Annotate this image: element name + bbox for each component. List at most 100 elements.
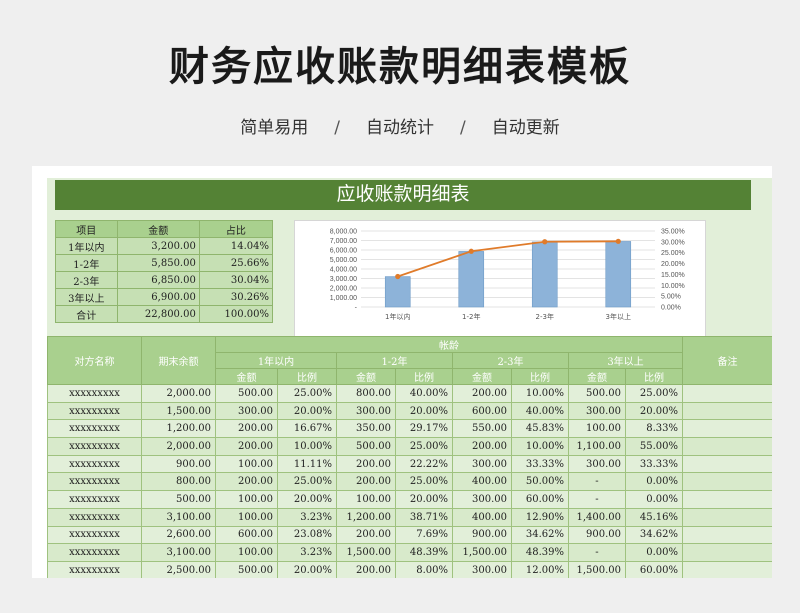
amount-2-cell[interactable]: 1,500.00 <box>336 543 396 562</box>
amount-4-cell[interactable]: 300.00 <box>568 401 626 421</box>
amount-3-cell[interactable]: 200.00 <box>452 384 512 403</box>
amount-1-cell[interactable]: 100.00 <box>215 490 278 509</box>
summary-ratio-cell[interactable]: 25.66% <box>198 254 274 272</box>
ratio-1-cell[interactable]: 23.08% <box>277 525 337 545</box>
summary-amount-cell[interactable]: 22,800.00 <box>116 305 200 323</box>
party-cell[interactable]: xxxxxxxxx <box>47 543 142 562</box>
party-cell[interactable]: xxxxxxxxx <box>47 384 142 403</box>
balance-cell[interactable]: 500.00 <box>141 490 216 509</box>
summary-ratio-cell[interactable]: 30.04% <box>198 271 274 289</box>
amount-3-cell[interactable]: 300.00 <box>452 454 512 474</box>
balance-cell[interactable]: 2,500.00 <box>141 560 216 578</box>
amount-4-cell[interactable]: 1,500.00 <box>568 560 626 578</box>
amount-4-cell[interactable]: 900.00 <box>568 525 626 545</box>
ratio-3-cell[interactable]: 10.00% <box>511 437 569 456</box>
amount-2-cell[interactable]: 200.00 <box>336 454 396 474</box>
ratio-4-cell[interactable]: 20.00% <box>625 401 683 421</box>
note-cell[interactable] <box>682 507 772 527</box>
balance-cell[interactable]: 800.00 <box>141 472 216 492</box>
balance-cell[interactable]: 1,500.00 <box>141 401 216 421</box>
amount-1-cell[interactable]: 600.00 <box>215 525 278 545</box>
ratio-1-cell[interactable]: 25.00% <box>277 472 337 492</box>
ratio-1-cell[interactable]: 20.00% <box>277 560 337 578</box>
amount-3-cell[interactable]: 900.00 <box>452 525 512 545</box>
summary-amount-cell[interactable]: 6,850.00 <box>116 271 200 289</box>
ratio-1-cell[interactable]: 20.00% <box>277 401 337 421</box>
amount-1-cell[interactable]: 100.00 <box>215 543 278 562</box>
note-cell[interactable] <box>682 454 772 474</box>
ratio-4-cell[interactable]: 33.33% <box>625 454 683 474</box>
balance-cell[interactable]: 900.00 <box>141 454 216 474</box>
ratio-4-cell[interactable]: 0.00% <box>625 490 683 509</box>
balance-cell[interactable]: 2,000.00 <box>141 437 216 456</box>
ratio-2-cell[interactable]: 20.00% <box>395 401 453 421</box>
amount-3-cell[interactable]: 400.00 <box>452 472 512 492</box>
ratio-3-cell[interactable]: 48.39% <box>511 543 569 562</box>
amount-4-cell[interactable]: - <box>568 543 626 562</box>
ratio-2-cell[interactable]: 7.69% <box>395 525 453 545</box>
summary-item-cell[interactable]: 3年以上 <box>55 288 118 306</box>
ratio-3-cell[interactable]: 45.83% <box>511 419 569 439</box>
ratio-1-cell[interactable]: 20.00% <box>277 490 337 509</box>
note-cell[interactable] <box>682 384 772 403</box>
amount-4-cell[interactable]: - <box>568 490 626 509</box>
amount-1-cell[interactable]: 200.00 <box>215 472 278 492</box>
amount-1-cell[interactable]: 300.00 <box>215 401 278 421</box>
note-cell[interactable] <box>682 419 772 439</box>
amount-1-cell[interactable]: 200.00 <box>215 419 278 439</box>
ratio-3-cell[interactable]: 60.00% <box>511 490 569 509</box>
ratio-2-cell[interactable]: 20.00% <box>395 490 453 509</box>
ratio-4-cell[interactable]: 8.33% <box>625 419 683 439</box>
amount-4-cell[interactable]: 1,400.00 <box>568 507 626 527</box>
ratio-3-cell[interactable]: 33.33% <box>511 454 569 474</box>
amount-3-cell[interactable]: 550.00 <box>452 419 512 439</box>
balance-cell[interactable]: 2,000.00 <box>141 384 216 403</box>
ratio-1-cell[interactable]: 3.23% <box>277 543 337 562</box>
summary-amount-cell[interactable]: 6,900.00 <box>116 288 200 306</box>
ratio-4-cell[interactable]: 34.62% <box>625 525 683 545</box>
balance-cell[interactable]: 1,200.00 <box>141 419 216 439</box>
ratio-3-cell[interactable]: 12.00% <box>511 560 569 578</box>
amount-2-cell[interactable]: 800.00 <box>336 384 396 403</box>
amount-1-cell[interactable]: 500.00 <box>215 560 278 578</box>
amount-1-cell[interactable]: 100.00 <box>215 507 278 527</box>
party-cell[interactable]: xxxxxxxxx <box>47 525 142 545</box>
balance-cell[interactable]: 3,100.00 <box>141 543 216 562</box>
summary-ratio-cell[interactable]: 100.00% <box>198 305 274 323</box>
amount-1-cell[interactable]: 500.00 <box>215 384 278 403</box>
note-cell[interactable] <box>682 543 772 562</box>
ratio-2-cell[interactable]: 25.00% <box>395 437 453 456</box>
amount-4-cell[interactable]: 1,100.00 <box>568 437 626 456</box>
amount-3-cell[interactable]: 300.00 <box>452 560 512 578</box>
party-cell[interactable]: xxxxxxxxx <box>47 507 142 527</box>
ratio-3-cell[interactable]: 10.00% <box>511 384 569 403</box>
amount-2-cell[interactable]: 200.00 <box>336 525 396 545</box>
ratio-2-cell[interactable]: 48.39% <box>395 543 453 562</box>
summary-amount-cell[interactable]: 3,200.00 <box>116 237 200 255</box>
amount-3-cell[interactable]: 1,500.00 <box>452 543 512 562</box>
ratio-2-cell[interactable]: 40.00% <box>395 384 453 403</box>
ratio-2-cell[interactable]: 29.17% <box>395 419 453 439</box>
ratio-4-cell[interactable]: 25.00% <box>625 384 683 403</box>
note-cell[interactable] <box>682 525 772 545</box>
summary-item-cell[interactable]: 1-2年 <box>55 254 118 272</box>
summary-ratio-cell[interactable]: 30.26% <box>198 288 274 306</box>
ratio-1-cell[interactable]: 10.00% <box>277 437 337 456</box>
ratio-1-cell[interactable]: 11.11% <box>277 454 337 474</box>
amount-2-cell[interactable]: 350.00 <box>336 419 396 439</box>
amount-3-cell[interactable]: 600.00 <box>452 401 512 421</box>
summary-item-cell[interactable]: 1年以内 <box>55 237 118 255</box>
note-cell[interactable] <box>682 490 772 509</box>
amount-4-cell[interactable]: 300.00 <box>568 454 626 474</box>
ratio-2-cell[interactable]: 8.00% <box>395 560 453 578</box>
ratio-1-cell[interactable]: 25.00% <box>277 384 337 403</box>
balance-cell[interactable]: 2,600.00 <box>141 525 216 545</box>
amount-1-cell[interactable]: 100.00 <box>215 454 278 474</box>
balance-cell[interactable]: 3,100.00 <box>141 507 216 527</box>
party-cell[interactable]: xxxxxxxxx <box>47 437 142 456</box>
amount-4-cell[interactable]: - <box>568 472 626 492</box>
amount-3-cell[interactable]: 300.00 <box>452 490 512 509</box>
amount-3-cell[interactable]: 400.00 <box>452 507 512 527</box>
amount-2-cell[interactable]: 500.00 <box>336 437 396 456</box>
ratio-4-cell[interactable]: 55.00% <box>625 437 683 456</box>
